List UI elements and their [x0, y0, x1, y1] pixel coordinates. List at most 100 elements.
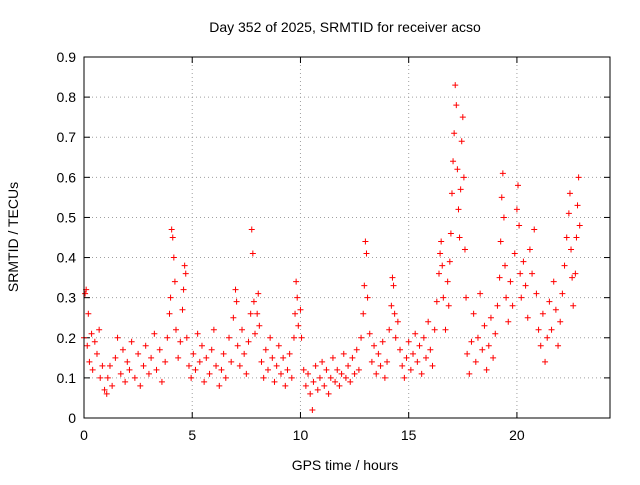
data-point — [552, 306, 559, 313]
data-point — [386, 326, 393, 333]
data-point — [192, 366, 199, 373]
data-point — [445, 302, 452, 309]
data-point — [297, 306, 304, 313]
data-point — [472, 358, 479, 365]
data-point — [325, 390, 332, 397]
y-tick-label: 0.2 — [57, 330, 77, 346]
chart-title: Day 352 of 2025, SRMTID for receiver acs… — [209, 19, 481, 35]
data-point — [418, 370, 425, 377]
data-point — [153, 366, 160, 373]
data-point — [429, 362, 436, 369]
data-point — [526, 246, 533, 253]
data-point — [399, 362, 406, 369]
data-point — [206, 370, 213, 377]
data-point — [450, 158, 457, 165]
data-point — [477, 290, 484, 297]
data-point — [390, 282, 397, 289]
data-point — [168, 226, 175, 233]
data-point — [447, 230, 454, 237]
data-point — [114, 334, 121, 341]
data-point — [96, 326, 103, 333]
data-point — [569, 274, 576, 281]
data-point — [104, 374, 111, 381]
data-point — [496, 274, 503, 281]
data-point — [507, 278, 514, 285]
data-point — [375, 350, 382, 357]
data-point — [456, 234, 463, 241]
data-point — [566, 190, 573, 197]
data-point — [208, 346, 215, 353]
data-point — [310, 378, 317, 385]
data-point — [109, 382, 116, 389]
points-layer — [81, 82, 583, 413]
data-point — [262, 346, 269, 353]
data-point — [252, 330, 259, 337]
data-point — [388, 302, 395, 309]
data-point — [518, 294, 525, 301]
data-point — [302, 382, 309, 389]
data-point — [183, 334, 190, 341]
data-point — [368, 358, 375, 365]
data-point — [492, 330, 499, 337]
data-point — [401, 374, 408, 381]
data-point — [384, 358, 391, 365]
data-point — [448, 190, 455, 197]
data-point — [188, 374, 195, 381]
data-point — [284, 366, 291, 373]
data-point — [392, 334, 399, 341]
data-point — [446, 258, 453, 265]
data-point — [570, 302, 577, 309]
data-point — [531, 226, 538, 233]
data-point — [435, 270, 442, 277]
y-tick-label: 0.1 — [57, 370, 77, 386]
data-point — [194, 330, 201, 337]
data-point — [196, 358, 203, 365]
y-tick-label: 0 — [68, 410, 76, 426]
data-point — [254, 310, 261, 317]
data-point — [561, 262, 568, 269]
data-point — [542, 358, 549, 365]
data-point — [210, 326, 217, 333]
data-point — [201, 378, 208, 385]
data-point — [275, 342, 282, 349]
data-point — [463, 294, 470, 301]
data-point — [420, 334, 427, 341]
data-point — [258, 358, 265, 365]
data-point — [295, 322, 302, 329]
data-point — [407, 366, 414, 373]
data-point — [101, 386, 108, 393]
data-point — [500, 214, 507, 221]
data-point — [444, 278, 451, 285]
data-point — [572, 270, 579, 277]
data-point — [126, 366, 133, 373]
data-point — [148, 354, 155, 361]
data-point — [203, 354, 210, 361]
data-point — [347, 378, 354, 385]
data-point — [502, 262, 509, 269]
data-point — [336, 382, 343, 389]
data-point — [457, 186, 464, 193]
data-point — [286, 350, 293, 357]
data-point — [458, 138, 465, 145]
data-point — [151, 330, 158, 337]
data-point — [574, 202, 581, 209]
data-point — [292, 310, 299, 317]
data-point — [559, 290, 566, 297]
data-point — [241, 350, 248, 357]
data-point — [177, 338, 184, 345]
data-point — [431, 326, 438, 333]
data-point — [122, 378, 129, 385]
data-point — [273, 362, 280, 369]
data-point — [135, 350, 142, 357]
data-point — [535, 326, 542, 333]
data-point — [277, 370, 284, 377]
data-point — [459, 114, 466, 121]
data-point — [185, 362, 192, 369]
data-point — [145, 370, 152, 377]
data-point — [305, 370, 312, 377]
data-point — [440, 294, 447, 301]
data-point — [222, 374, 229, 381]
data-point — [454, 166, 461, 173]
data-point — [256, 322, 263, 329]
